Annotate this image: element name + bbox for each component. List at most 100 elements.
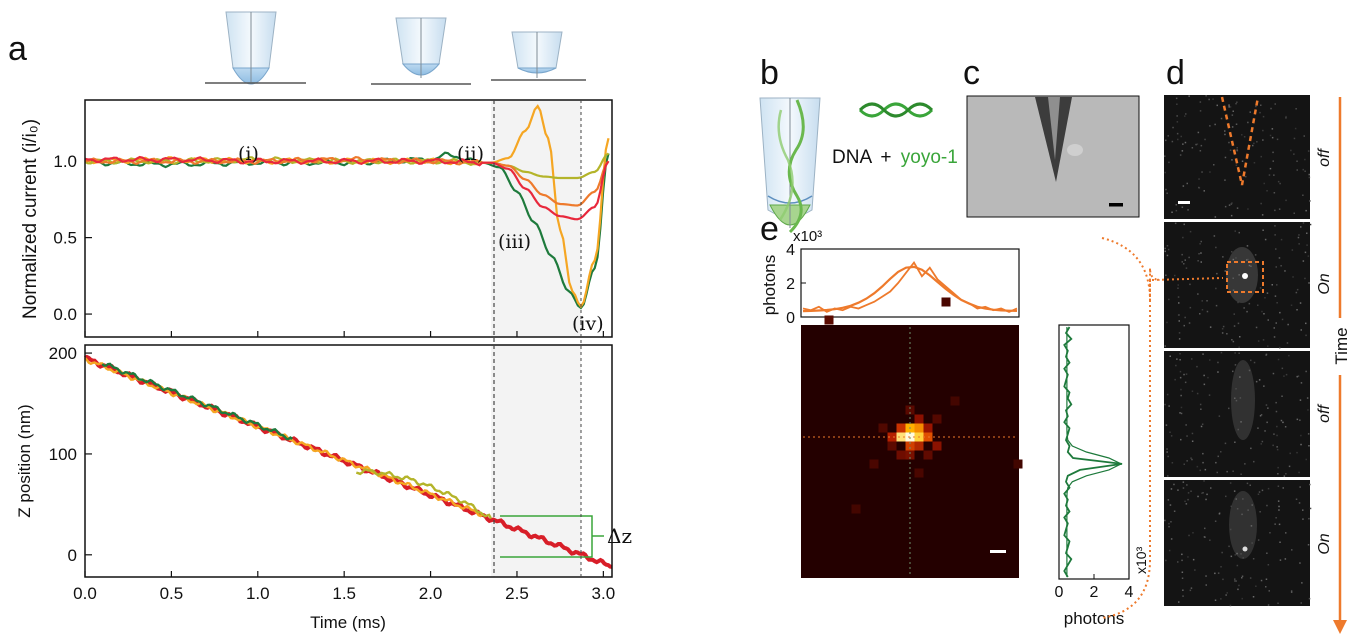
noise-pixel xyxy=(1261,214,1264,216)
noise-pixel xyxy=(1249,484,1251,486)
current-chart: 0.00.51.0 Normalized current (i/i₀) (i) … xyxy=(20,99,613,338)
noise-pixel xyxy=(1196,392,1199,395)
noise-pixel xyxy=(1299,399,1302,401)
noise-pixel xyxy=(1287,323,1289,326)
noise-pixel xyxy=(1279,346,1281,349)
noise-pixel xyxy=(1234,554,1236,556)
noise-pixel xyxy=(1166,451,1168,453)
noise-pixel xyxy=(1253,142,1255,145)
noise-pixel xyxy=(1308,173,1310,176)
delta-z-bracket: Δz xyxy=(500,515,632,558)
noise-pixel xyxy=(1262,115,1265,118)
noise-pixel xyxy=(1308,282,1310,284)
noise-pixel xyxy=(1234,441,1236,443)
noise-pixel xyxy=(1198,253,1200,255)
noise-pixel xyxy=(1191,147,1194,149)
time-arrow: Time xyxy=(1332,97,1351,634)
noise-pixel xyxy=(1254,254,1257,256)
noise-pixel xyxy=(1298,243,1300,245)
noise-pixel xyxy=(1201,423,1204,425)
noise-pixel xyxy=(1255,380,1258,383)
noise-pixel xyxy=(1190,490,1192,492)
noise-pixel xyxy=(1170,538,1173,540)
noise-pixel xyxy=(1304,158,1306,161)
noise-pixel xyxy=(1183,373,1185,376)
noise-pixel xyxy=(1232,258,1235,261)
noise-pixel xyxy=(1181,571,1184,573)
noise-pixel xyxy=(1304,251,1307,254)
noise-pixel xyxy=(1259,111,1261,114)
pipette-schematic-1 xyxy=(205,11,306,85)
noise-pixel xyxy=(1264,238,1267,241)
noise-pixel xyxy=(1262,139,1264,141)
noise-pixel xyxy=(1202,452,1204,455)
noise-pixel xyxy=(1278,208,1281,210)
noise-pixel xyxy=(1217,455,1219,458)
heatmap-cell xyxy=(896,450,906,460)
noise-pixel xyxy=(1253,162,1256,164)
state-label-1: off xyxy=(1316,148,1333,167)
noise-pixel xyxy=(1233,313,1235,315)
noise-pixel xyxy=(1271,284,1273,286)
y-tick-label: 4 xyxy=(786,242,795,259)
shaded-region xyxy=(491,345,581,577)
noise-pixel xyxy=(1238,352,1240,354)
noise-pixel xyxy=(1220,451,1222,453)
noise-pixel xyxy=(1274,103,1276,105)
noise-pixel xyxy=(1169,504,1172,506)
noise-pixel xyxy=(1197,293,1199,295)
noise-pixel xyxy=(1252,144,1254,147)
noise-pixel xyxy=(1187,498,1189,501)
noise-pixel xyxy=(1238,584,1240,587)
noise-pixel xyxy=(1273,336,1276,338)
photon-profile-top: 0 2 4 photons x10³ xyxy=(760,228,1020,327)
noise-pixel xyxy=(1189,230,1192,233)
noise-pixel xyxy=(1228,204,1231,206)
noise-pixel xyxy=(1222,325,1225,328)
noise-pixel xyxy=(1170,488,1173,490)
x-tick-label: 2.0 xyxy=(419,584,443,603)
plot-frame xyxy=(84,99,613,338)
noise-pixel xyxy=(1218,415,1221,417)
noise-pixel xyxy=(1204,468,1207,471)
noise-pixel xyxy=(1215,287,1217,290)
profile-line xyxy=(802,260,1018,313)
noise-pixel xyxy=(1274,295,1277,297)
y-tick-label: 200 xyxy=(49,344,77,363)
noise-pixel xyxy=(1234,230,1236,232)
noise-pixel xyxy=(1167,248,1170,251)
panel-label-c: c xyxy=(963,54,980,92)
noise-pixel xyxy=(1184,141,1187,144)
noise-pixel xyxy=(1168,161,1170,164)
noise-pixel xyxy=(1232,110,1234,112)
noise-pixel xyxy=(1182,185,1185,187)
noise-pixel xyxy=(1260,443,1262,445)
noise-pixel xyxy=(1204,138,1206,141)
noise-pixel xyxy=(1253,460,1255,463)
noise-pixel xyxy=(1166,393,1169,396)
noise-pixel xyxy=(1184,259,1186,261)
noise-pixel xyxy=(1267,604,1270,606)
noise-pixel xyxy=(1225,495,1227,498)
noise-pixel xyxy=(1230,214,1233,217)
noise-pixel xyxy=(1203,480,1205,482)
noise-pixel xyxy=(1252,596,1255,598)
noise-pixel xyxy=(1263,385,1265,387)
noise-pixel xyxy=(1271,128,1274,130)
noise-pixel xyxy=(1299,419,1301,421)
noise-pixel xyxy=(1282,421,1284,424)
noise-pixel xyxy=(1183,463,1185,465)
noise-pixel xyxy=(1298,234,1300,236)
noise-pixel xyxy=(1179,370,1182,373)
noise-pixel xyxy=(1164,403,1166,406)
noise-pixel xyxy=(1263,182,1265,185)
y-axis-label: photons xyxy=(760,255,779,316)
noise-pixel xyxy=(1255,585,1257,587)
noise-pixel xyxy=(1164,250,1166,253)
noise-pixel xyxy=(1266,504,1268,507)
noise-pixel xyxy=(1246,259,1248,261)
noise-pixel xyxy=(1179,154,1182,156)
pipette-outline xyxy=(1220,96,1260,186)
noise-pixel xyxy=(1164,247,1166,250)
